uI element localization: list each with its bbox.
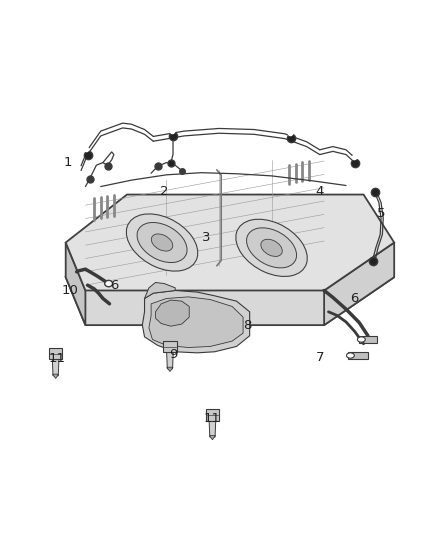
Polygon shape [52,354,59,376]
Polygon shape [209,416,216,437]
Polygon shape [324,243,394,325]
Polygon shape [66,195,394,290]
Ellipse shape [105,280,113,287]
Polygon shape [145,282,175,298]
FancyBboxPatch shape [206,409,219,421]
Text: 5: 5 [377,207,385,220]
Text: 8: 8 [243,319,252,332]
Text: 10: 10 [62,284,78,297]
Text: 2: 2 [160,185,169,198]
Text: 4: 4 [315,185,324,198]
Polygon shape [142,290,250,353]
Ellipse shape [261,239,282,256]
Ellipse shape [236,219,307,277]
Polygon shape [209,435,215,440]
Polygon shape [66,277,394,325]
Text: 1: 1 [64,156,72,169]
Ellipse shape [126,214,198,271]
FancyBboxPatch shape [49,348,62,359]
Polygon shape [167,367,173,372]
Text: 6: 6 [350,292,359,305]
Polygon shape [348,352,368,359]
Polygon shape [359,336,377,343]
Polygon shape [53,374,59,378]
Text: 7: 7 [315,351,324,364]
Polygon shape [166,348,173,369]
Text: 3: 3 [201,231,210,244]
Ellipse shape [137,222,187,263]
Polygon shape [155,300,189,326]
Ellipse shape [247,228,297,268]
Polygon shape [149,297,243,348]
Polygon shape [66,243,85,325]
Ellipse shape [152,234,173,251]
FancyBboxPatch shape [163,341,177,352]
Text: 6: 6 [110,279,118,292]
Text: 9: 9 [169,348,177,361]
Text: 11: 11 [49,352,65,365]
Ellipse shape [346,353,354,358]
Text: 11: 11 [204,412,221,425]
Ellipse shape [357,337,365,342]
